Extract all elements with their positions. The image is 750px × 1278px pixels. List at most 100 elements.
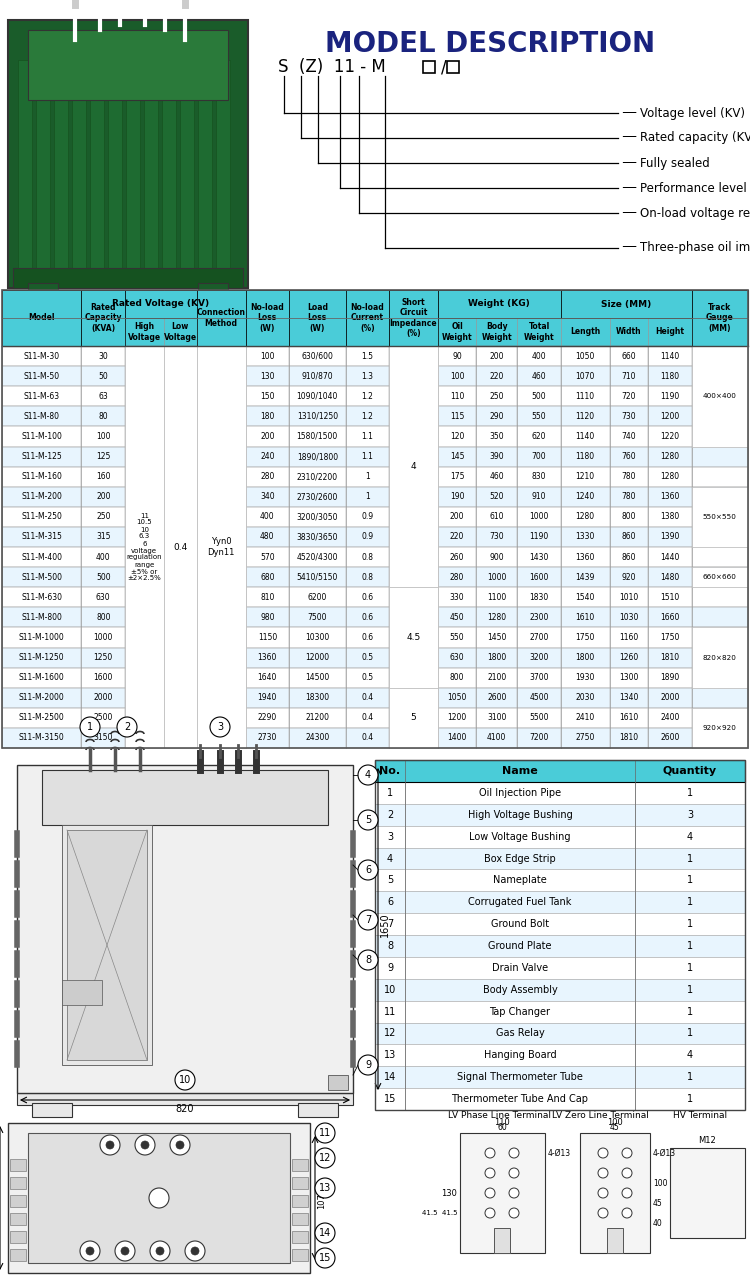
Text: 6: 6 [387,897,393,907]
Text: 15: 15 [319,1252,332,1263]
Bar [405,1088,635,1111]
Bar [476,427,518,446]
Bar [375,826,405,847]
Text: 100: 100 [653,1178,668,1187]
Text: 1360: 1360 [660,492,680,501]
Bar [375,804,405,826]
Bar [10,1195,26,1206]
Bar [518,627,561,648]
Bar [32,1103,72,1117]
Bar [245,366,289,386]
Circle shape [622,1148,632,1158]
Bar [692,667,748,688]
Bar [346,386,389,406]
Bar [692,466,748,487]
Bar [375,935,405,957]
Circle shape [358,860,378,881]
Text: 80: 80 [98,412,108,420]
Bar [164,466,196,487]
Text: Length: Length [570,327,600,336]
Bar [648,346,692,366]
Text: 315: 315 [96,533,110,542]
Bar [476,728,518,748]
Bar [346,346,389,366]
Bar [108,60,122,268]
Text: 4100: 4100 [487,734,506,743]
Bar [610,728,648,748]
Text: 760: 760 [622,452,636,461]
Bar [405,1022,635,1044]
Bar [196,386,245,406]
Text: 1110: 1110 [576,392,595,401]
Bar [476,688,518,708]
Text: 400: 400 [260,512,274,521]
Text: 1800: 1800 [488,653,506,662]
Text: Body Assembly: Body Assembly [483,985,557,994]
Text: 12000: 12000 [305,653,329,662]
Bar [635,869,745,891]
Text: S11-M-2500: S11-M-2500 [19,713,64,722]
Bar [561,708,610,728]
Text: 2300: 2300 [530,613,549,622]
Text: 0.4: 0.4 [173,542,188,552]
Bar [389,607,438,627]
Bar [2,688,82,708]
Bar [405,957,635,979]
Bar [635,957,745,979]
Bar [476,466,518,487]
Text: 11
10.5
10
6.3
6
voltage
regulation
range
±5% or
±2×2.5%: 11 10.5 10 6.3 6 voltage regulation rang… [127,512,162,581]
Bar [405,891,635,914]
Bar [476,587,518,607]
Bar [438,366,476,386]
Text: 1: 1 [87,722,93,732]
Text: 660×660: 660×660 [703,574,736,580]
Bar [125,587,164,607]
Circle shape [115,1241,135,1261]
Text: Weight (KG): Weight (KG) [469,299,530,308]
Bar [692,708,748,728]
Bar [476,627,518,648]
Bar [245,587,289,607]
Bar [2,507,82,527]
Text: ── Three-phase oil immersion: ── Three-phase oil immersion [622,242,750,254]
Text: 1: 1 [365,472,370,481]
Bar [518,406,561,427]
Text: 1380: 1380 [660,512,680,521]
Bar [164,527,196,547]
Text: 1: 1 [687,1029,693,1039]
Text: 24300: 24300 [305,734,329,743]
Text: S11-M-3150: S11-M-3150 [19,734,64,743]
Bar [610,587,648,607]
Text: 13: 13 [384,1051,396,1061]
Bar [82,290,125,346]
Bar [375,1088,405,1111]
Bar [518,507,561,527]
Text: S11-M-800: S11-M-800 [21,613,62,622]
Text: S11-M-30: S11-M-30 [24,351,60,360]
Bar [198,60,212,268]
Text: 390: 390 [490,452,504,461]
Bar [648,547,692,567]
Bar [610,406,648,427]
Text: 720: 720 [622,392,636,401]
Text: 1390: 1390 [660,533,680,542]
Bar [196,627,245,648]
Bar [561,446,610,466]
Text: Nameplate: Nameplate [494,875,547,886]
Bar [610,366,648,386]
Text: 13: 13 [319,1183,332,1192]
Bar [13,268,243,288]
Text: Box Edge Strip: Box Edge Strip [484,854,556,864]
Bar [289,547,346,567]
Bar [476,406,518,427]
Text: Gas Relay: Gas Relay [496,1029,544,1039]
Text: 2100: 2100 [488,674,506,682]
Text: Model: Model [28,313,55,322]
Text: 45: 45 [610,1123,620,1132]
Bar [423,61,435,73]
Bar [692,627,748,648]
Bar [375,914,405,935]
Text: 1610: 1610 [575,613,595,622]
Bar [17,766,353,1093]
Bar [648,627,692,648]
